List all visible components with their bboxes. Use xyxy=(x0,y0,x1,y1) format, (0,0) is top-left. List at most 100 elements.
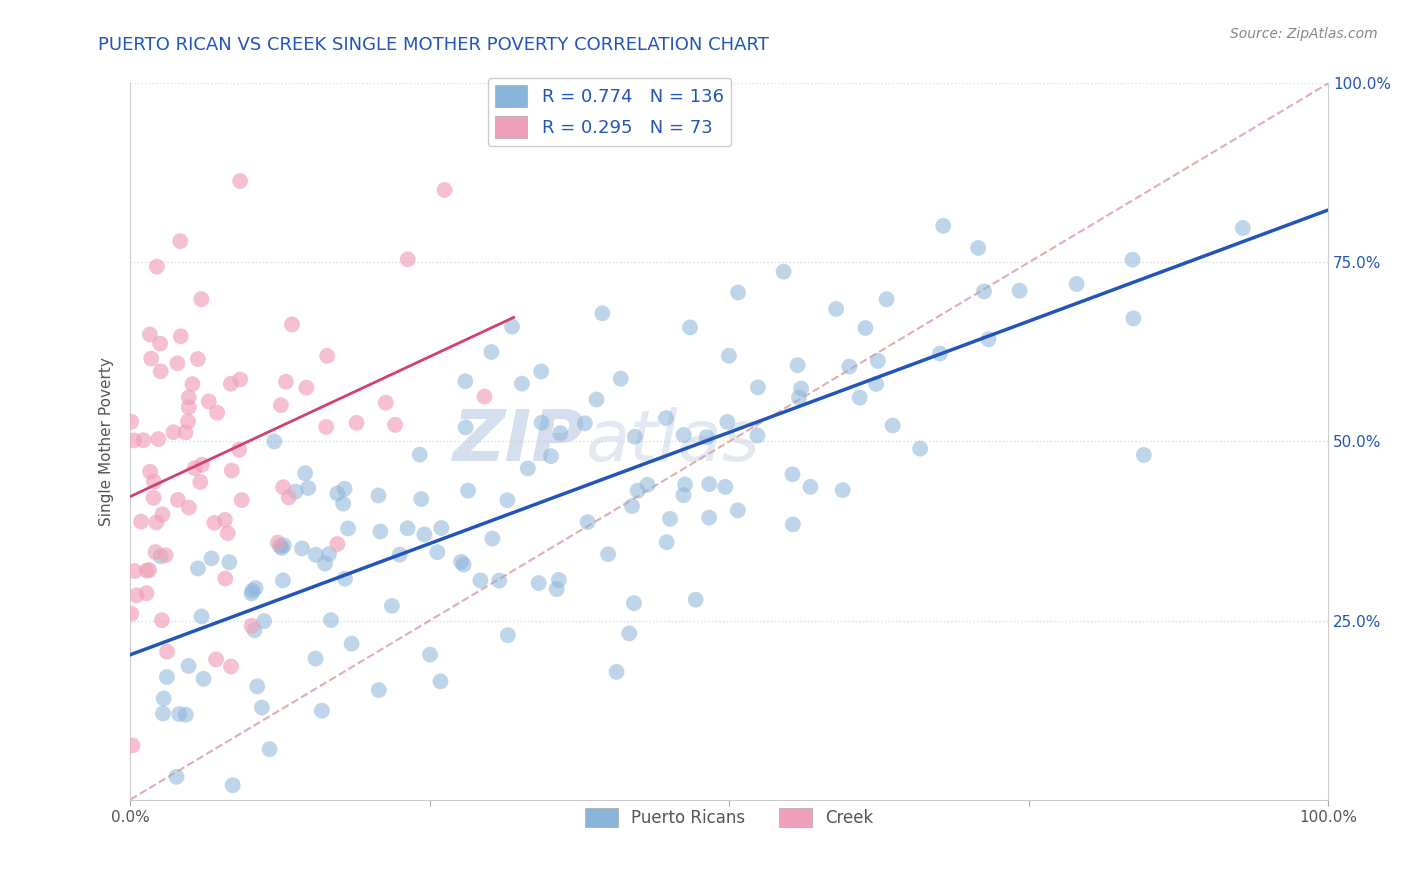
Point xyxy=(673,477,696,491)
Point xyxy=(271,480,294,494)
Point xyxy=(457,483,479,498)
Point xyxy=(838,359,860,374)
Point xyxy=(340,637,363,651)
Point xyxy=(240,586,263,600)
Point xyxy=(1066,277,1088,291)
Point xyxy=(174,425,197,440)
Point xyxy=(222,778,245,792)
Point xyxy=(433,183,456,197)
Point xyxy=(1132,448,1154,462)
Point xyxy=(184,461,207,475)
Point xyxy=(202,516,225,530)
Point xyxy=(166,770,188,784)
Point xyxy=(281,318,304,332)
Point xyxy=(146,260,169,274)
Point xyxy=(156,670,179,684)
Point xyxy=(284,484,307,499)
Point xyxy=(367,683,389,698)
Point xyxy=(697,510,720,524)
Point xyxy=(270,541,292,555)
Point xyxy=(717,349,740,363)
Point xyxy=(381,599,404,613)
Point xyxy=(267,535,290,549)
Point xyxy=(679,320,702,334)
Point xyxy=(143,475,166,489)
Point xyxy=(191,458,214,472)
Point xyxy=(1232,221,1254,235)
Point xyxy=(772,265,794,279)
Point xyxy=(169,234,191,248)
Text: PUERTO RICAN VS CREEK SINGLE MOTHER POVERTY CORRELATION CHART: PUERTO RICAN VS CREEK SINGLE MOTHER POVE… xyxy=(98,36,769,54)
Point xyxy=(454,420,477,434)
Text: atlas: atlas xyxy=(585,407,761,476)
Point xyxy=(304,651,326,665)
Point xyxy=(229,174,252,188)
Point xyxy=(138,563,160,577)
Point xyxy=(848,391,870,405)
Point xyxy=(430,521,453,535)
Legend: Puerto Ricans, Creek: Puerto Ricans, Creek xyxy=(578,802,880,834)
Point xyxy=(384,417,406,432)
Point xyxy=(156,644,179,658)
Point xyxy=(337,521,360,535)
Point xyxy=(181,377,204,392)
Point xyxy=(166,356,188,370)
Point xyxy=(576,515,599,529)
Point xyxy=(122,434,145,448)
Point xyxy=(129,515,152,529)
Point xyxy=(967,241,990,255)
Point xyxy=(297,481,319,495)
Point xyxy=(396,521,419,535)
Point xyxy=(623,596,645,610)
Y-axis label: Single Mother Poverty: Single Mother Poverty xyxy=(100,357,114,526)
Point xyxy=(696,430,718,444)
Point xyxy=(167,492,190,507)
Point xyxy=(882,418,904,433)
Point xyxy=(145,545,167,559)
Point xyxy=(787,391,810,405)
Point xyxy=(496,628,519,642)
Point xyxy=(295,381,318,395)
Point xyxy=(125,589,148,603)
Point xyxy=(150,613,173,627)
Point xyxy=(162,425,184,440)
Point xyxy=(155,549,177,563)
Point xyxy=(243,623,266,637)
Point xyxy=(121,739,143,753)
Point xyxy=(187,561,209,575)
Point xyxy=(367,488,389,502)
Point xyxy=(831,483,853,497)
Point xyxy=(218,555,240,569)
Point xyxy=(782,467,804,482)
Point xyxy=(876,292,898,306)
Point xyxy=(177,401,200,415)
Point xyxy=(149,364,172,378)
Point xyxy=(250,700,273,714)
Point xyxy=(214,572,236,586)
Point xyxy=(148,432,170,446)
Point xyxy=(426,545,449,559)
Point xyxy=(672,428,695,442)
Point xyxy=(170,329,193,343)
Point xyxy=(429,674,451,689)
Point xyxy=(139,327,162,342)
Point xyxy=(167,707,190,722)
Point xyxy=(152,508,174,522)
Point xyxy=(672,488,695,502)
Point xyxy=(550,426,572,441)
Point xyxy=(259,742,281,756)
Point xyxy=(269,539,291,553)
Point xyxy=(488,574,510,588)
Point xyxy=(697,477,720,491)
Point xyxy=(177,659,200,673)
Point xyxy=(326,537,349,551)
Point xyxy=(716,415,738,429)
Point xyxy=(139,465,162,479)
Point xyxy=(124,564,146,578)
Point xyxy=(240,619,263,633)
Point xyxy=(311,704,333,718)
Point xyxy=(450,555,472,569)
Point xyxy=(314,557,336,571)
Point xyxy=(229,372,252,386)
Point xyxy=(333,482,356,496)
